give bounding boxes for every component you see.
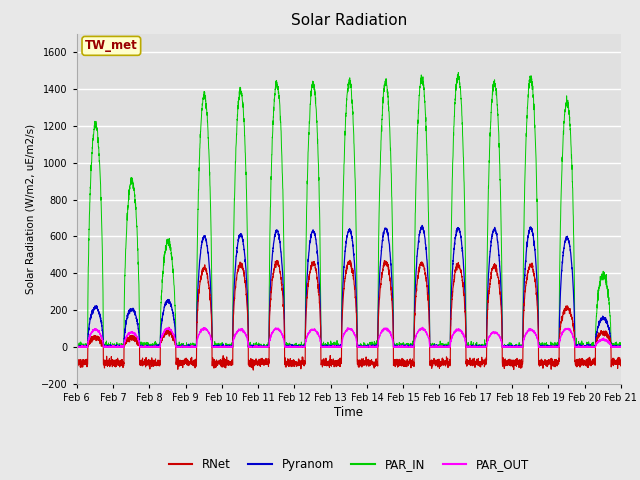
PAR_OUT xyxy=(73,342,81,348)
Pyranom xyxy=(171,322,179,328)
RNet xyxy=(471,360,479,366)
RNet xyxy=(73,361,81,367)
PAR_OUT xyxy=(616,344,624,350)
Text: TW_met: TW_met xyxy=(85,39,138,52)
RNet xyxy=(250,367,257,373)
Line: PAR_OUT: PAR_OUT xyxy=(77,327,621,347)
Title: Solar Radiation: Solar Radiation xyxy=(291,13,407,28)
PAR_IN xyxy=(440,344,448,350)
Pyranom xyxy=(419,223,426,228)
PAR_IN xyxy=(616,343,624,349)
Pyranom xyxy=(329,344,337,349)
PAR_OUT xyxy=(329,343,337,349)
PAR_IN xyxy=(617,342,625,348)
Legend: RNet, Pyranom, PAR_IN, PAR_OUT: RNet, Pyranom, PAR_IN, PAR_OUT xyxy=(164,454,534,476)
PAR_IN xyxy=(471,343,479,348)
Pyranom xyxy=(73,344,81,350)
PAR_IN xyxy=(454,70,462,75)
RNet xyxy=(329,359,337,365)
Pyranom xyxy=(441,343,449,348)
Line: Pyranom: Pyranom xyxy=(77,226,621,347)
RNet xyxy=(171,339,179,345)
PAR_IN xyxy=(73,344,81,350)
Pyranom xyxy=(616,344,624,350)
RNet xyxy=(441,361,449,367)
RNet xyxy=(616,362,624,368)
PAR_OUT xyxy=(73,344,81,350)
Pyranom xyxy=(73,344,81,350)
PAR_OUT xyxy=(171,336,179,341)
RNet xyxy=(346,257,354,263)
PAR_OUT xyxy=(419,324,426,330)
Pyranom xyxy=(471,344,479,350)
PAR_OUT xyxy=(617,344,625,350)
Y-axis label: Solar Radiation (W/m2, uE/m2/s): Solar Radiation (W/m2, uE/m2/s) xyxy=(26,124,36,294)
Line: PAR_IN: PAR_IN xyxy=(77,72,621,347)
PAR_IN xyxy=(171,291,179,297)
PAR_IN xyxy=(502,343,509,348)
PAR_IN xyxy=(328,342,336,348)
PAR_OUT xyxy=(502,344,509,350)
Pyranom xyxy=(617,343,625,349)
Pyranom xyxy=(502,344,509,349)
Line: RNet: RNet xyxy=(77,260,621,370)
PAR_OUT xyxy=(471,344,479,349)
PAR_OUT xyxy=(441,344,449,349)
RNet xyxy=(617,360,625,366)
X-axis label: Time: Time xyxy=(334,406,364,419)
RNet xyxy=(502,360,509,366)
